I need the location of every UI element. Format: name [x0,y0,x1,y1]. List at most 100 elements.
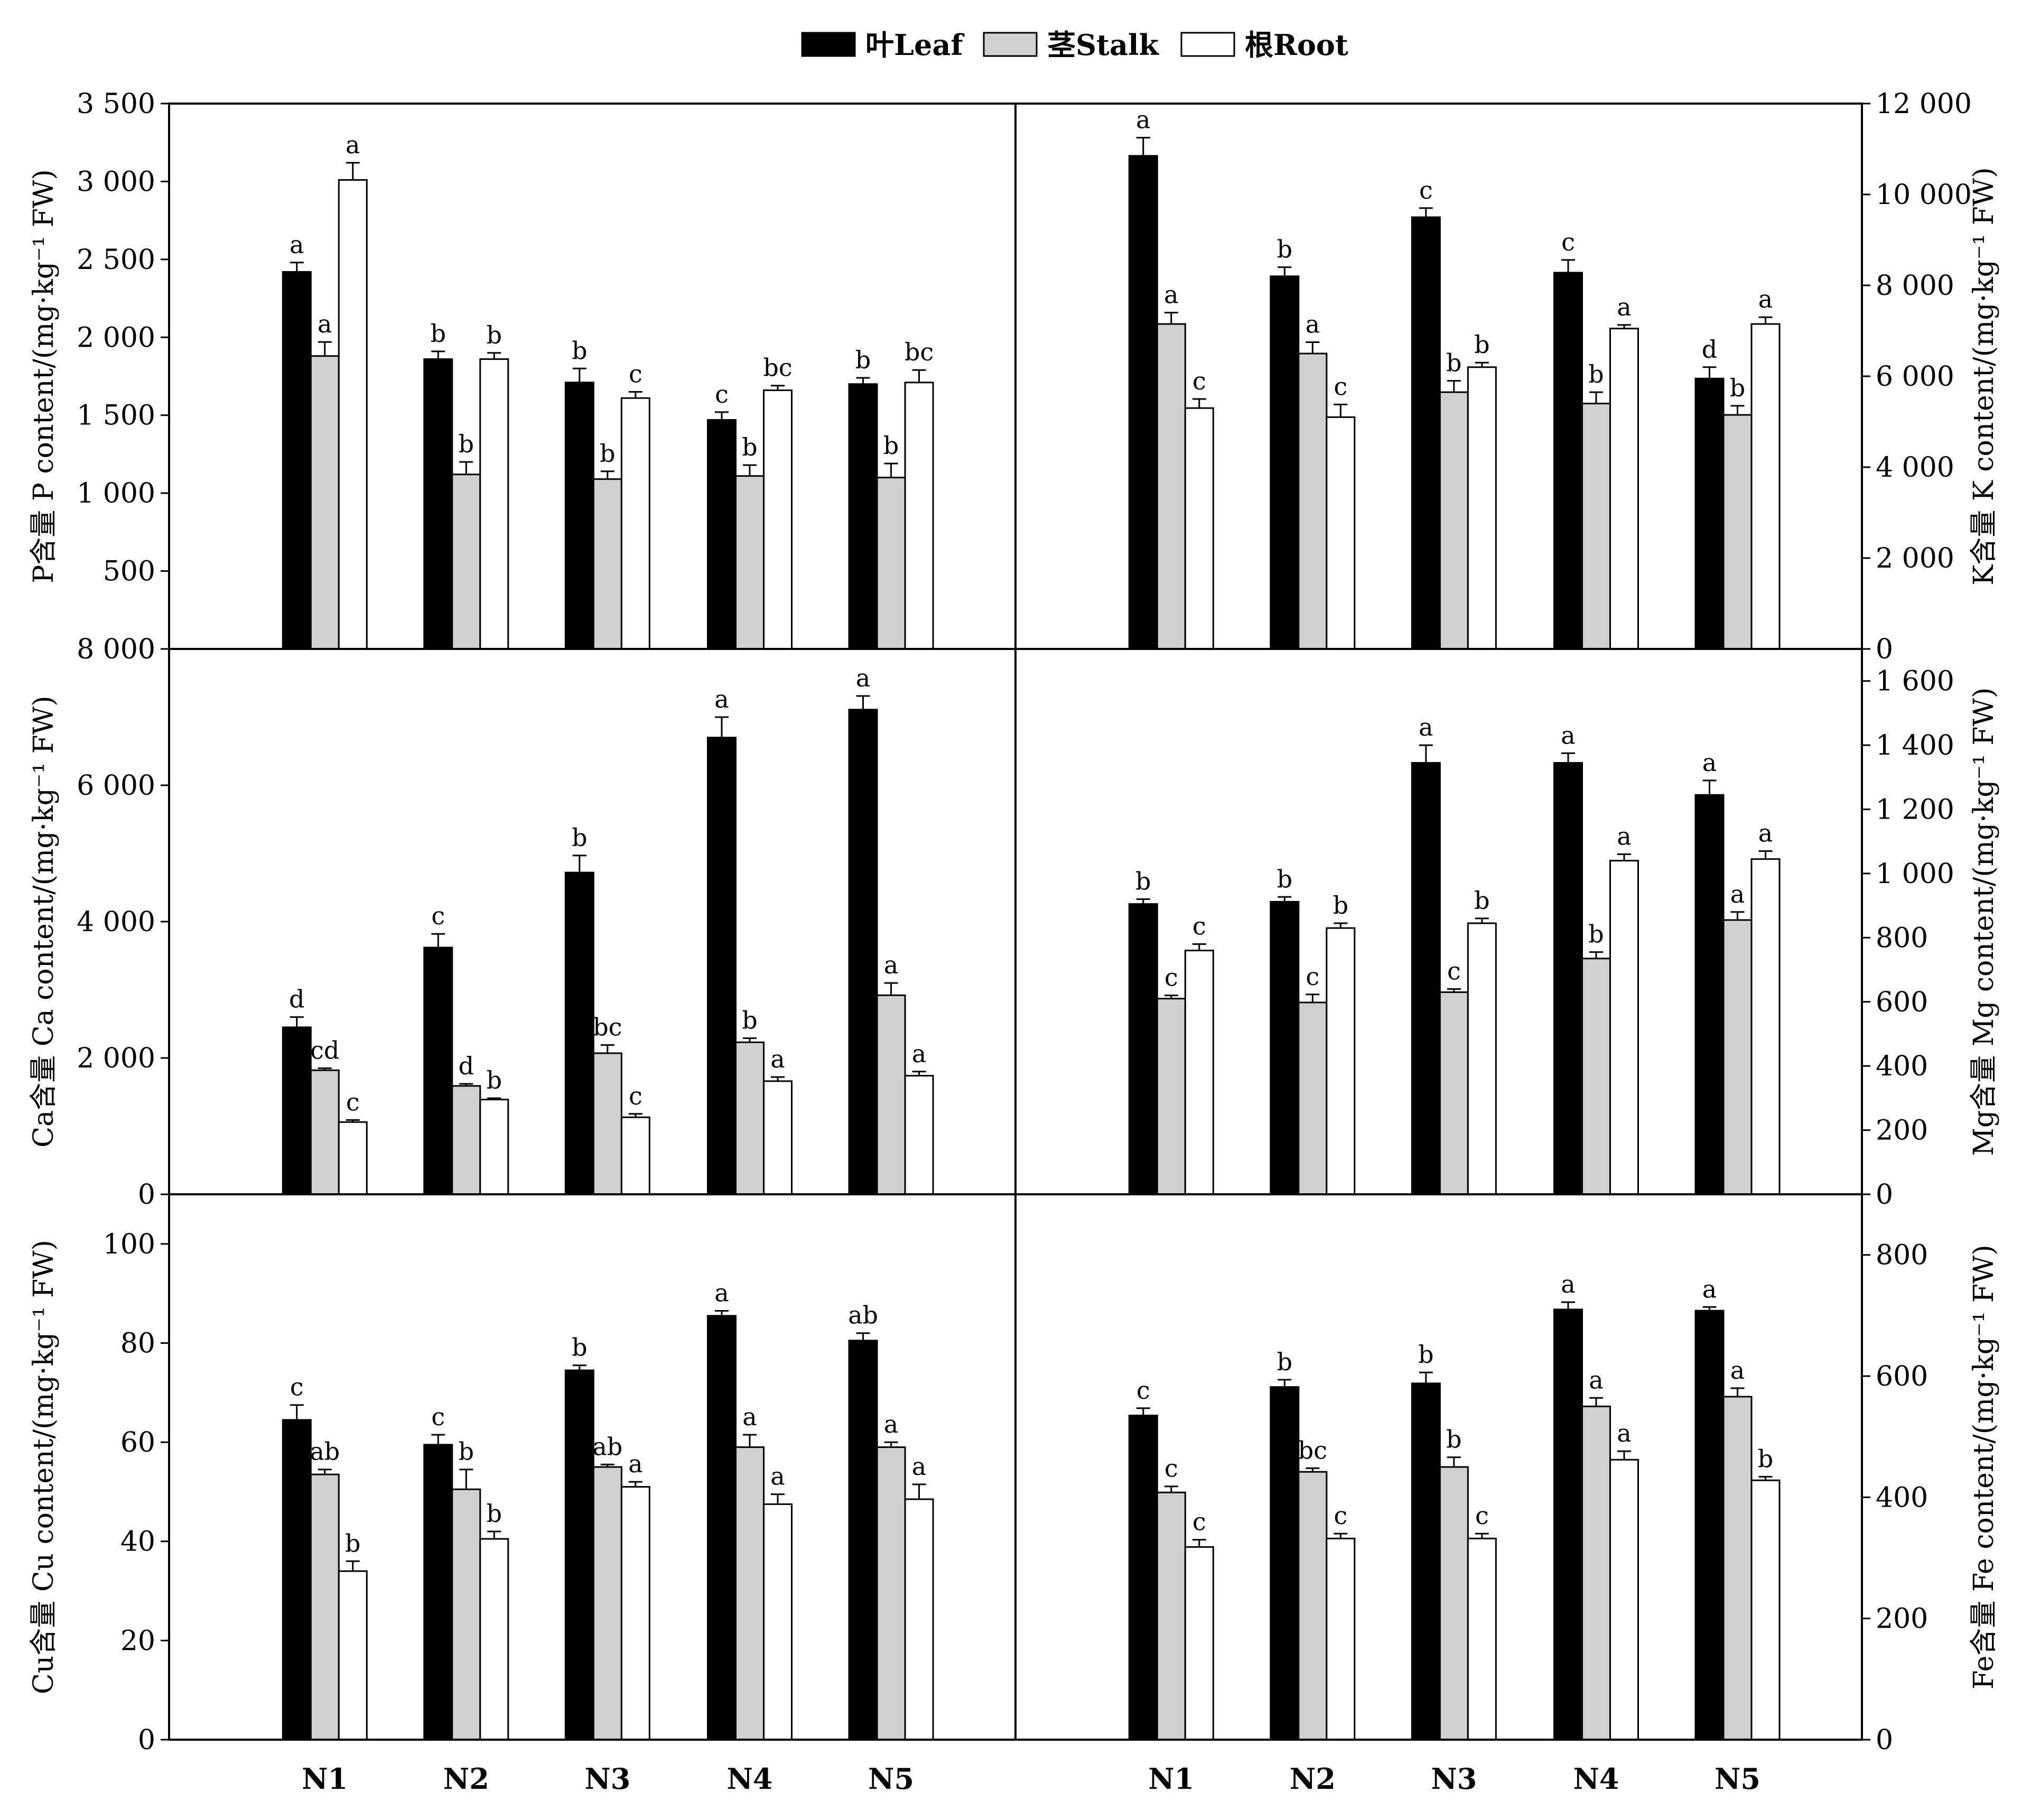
x-category-label: N1 [302,1762,348,1796]
significance-letter: cd [310,1036,339,1064]
bar [876,994,906,1195]
panel-cu: 0 20 40 60 80 100 Cu含量 Cu content/(mg·kg⁻¹ FW)… [28,1229,934,1756]
bar [1439,1466,1469,1741]
significance-letter: d [1702,335,1717,364]
significance-letter: b [487,1499,502,1528]
bar [1270,900,1300,1195]
bar [310,1069,340,1195]
bar [706,419,737,650]
legend: 叶Leaf 茎Stalk 根Root [801,28,1348,62]
significance-letter: bc [905,338,934,366]
bar [282,1026,312,1195]
bar [1467,922,1497,1195]
x-category-label: N4 [727,1762,773,1796]
significance-letter: b [459,430,474,458]
bar [423,1444,453,1741]
y-tick-label: 80 [120,1327,155,1359]
bar [876,477,906,650]
bar [338,179,368,650]
bar [479,1099,509,1195]
significance-letter: c [1192,912,1206,940]
panel-p: 0 500 1 000 1 500 2 000 2 500 3 000 3 500 P含量 P … [28,88,934,665]
bar [762,389,793,650]
legend-label-stalk: 茎Stalk [1047,28,1159,62]
y-axis-label: P含量 P content/(mg·kg⁻¹ FW) [28,169,60,583]
significance-letter: b [345,1529,360,1557]
bar [1609,860,1639,1195]
significance-letter: b [572,823,587,852]
y-tick-label: 0 [138,634,155,665]
significance-letter: c [715,380,729,408]
bar [620,1116,650,1195]
bar [1581,1405,1611,1741]
bar [564,1369,594,1741]
bar [1156,323,1186,650]
bar [1270,1386,1300,1741]
bar [310,1473,340,1741]
y-tick-label: 0 [138,1179,155,1211]
significance-letter: a [1561,1270,1575,1298]
significance-letter: a [856,664,870,692]
significance-letter: b [1446,349,1461,377]
significance-letter: a [1730,880,1745,908]
x-category-label: N2 [1290,1762,1336,1796]
significance-letter: a [1702,748,1717,777]
significance-letter: c [1475,1501,1489,1530]
bar [1722,414,1753,650]
significance-letter: ab [848,1301,878,1330]
significance-letter: c [1192,367,1206,395]
bar [1326,1537,1356,1741]
y-tick-label: 1 000 [1876,858,1954,890]
bar [706,1315,737,1741]
bar [451,1085,481,1195]
significance-letter: b [1730,374,1745,402]
bar [1609,328,1639,650]
significance-letter: c [629,1082,642,1110]
bar [1609,1459,1639,1741]
significance-letter: b [431,319,446,348]
bar [592,478,622,650]
x-category-label: N1 [1148,1762,1194,1796]
significance-letter: c [431,902,445,930]
significance-letter: a [1758,285,1773,313]
bar [734,475,765,650]
bar [1581,403,1611,650]
panel-fe: 0 200 400 600 800 Fe含量 Fe content/(mg·kg⁻¹ FW… [1128,1240,2000,1756]
significance-letter: c [346,1088,360,1116]
significance-letter: c [1164,963,1178,992]
y-tick-label: 1 600 [1876,666,1954,698]
significance-letter: b [1333,891,1348,920]
bar [904,1498,934,1741]
bar [734,1446,765,1741]
y-tick-label: 600 [1876,1361,1928,1392]
significance-letter: b [855,346,871,374]
bar [904,1075,934,1195]
significance-letter: a [1306,310,1320,339]
bar [904,382,934,650]
bar [734,1041,765,1195]
bar [479,358,509,650]
y-tick-label: 400 [1876,1482,1928,1513]
significance-letter: b [742,433,757,461]
significance-letter: b [1277,235,1292,264]
bar [1411,762,1441,1195]
significance-letter: c [290,1373,304,1401]
significance-letter: b [1418,1340,1433,1369]
bar [1694,794,1725,1195]
x-category-label: N2 [443,1762,489,1796]
significance-letter: bc [593,1013,622,1041]
significance-letter: b [487,1066,502,1094]
significance-letter: bc [1298,1436,1327,1464]
x-category-label: N5 [868,1762,914,1796]
significance-letter: b [572,1333,587,1362]
y-tick-label: 600 [1876,987,1928,1018]
significance-letter: d [459,1052,474,1080]
bar [1156,998,1186,1195]
x-category-label: N5 [1715,1762,1760,1796]
panel-mg: 0 200 400 600 800 1 000 1 200 1 400 1 600 Mg含量 Mg… [1128,666,2000,1211]
legend-swatch-leaf [801,32,856,57]
bar [848,383,878,650]
bar [1722,1396,1753,1741]
y-tick-label: 4 000 [1876,452,1954,484]
